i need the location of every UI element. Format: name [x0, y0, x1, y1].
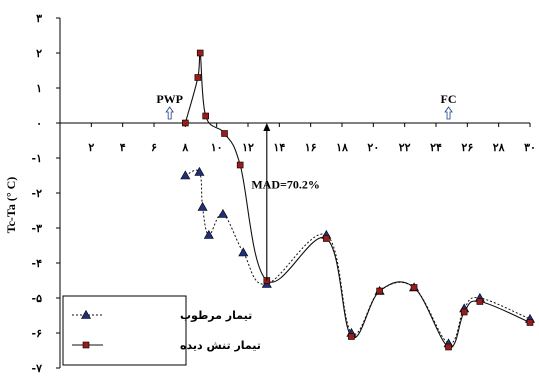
- y-axis-label: Tc-Ta (° C): [4, 177, 18, 234]
- y-tick-label: -۳: [32, 222, 43, 235]
- y-tick-label: -۷: [32, 362, 43, 375]
- legend-item: تیمار مرطوب: [72, 309, 252, 322]
- legend-box: [62, 295, 187, 366]
- data-point-square: [445, 343, 452, 351]
- y-tick-label: -۶: [32, 327, 43, 340]
- legend-marker-square: [82, 341, 90, 349]
- x-tick-label: ۲: [88, 141, 94, 154]
- legend: تیمار مرطوب تیمار تنش دیده: [62, 295, 261, 366]
- annotation-fc: FC: [441, 92, 457, 106]
- data-point-square: [221, 130, 228, 137]
- x-tick-label: ۲۲: [399, 141, 411, 154]
- data-point-square: [348, 333, 355, 340]
- legend-marker-triangle: [80, 309, 92, 319]
- x-tick-label: ۸: [181, 141, 188, 154]
- data-point-square: [196, 49, 204, 57]
- y-tick-label: ۱: [36, 82, 42, 95]
- x-tick-label: ۴: [120, 141, 126, 154]
- y-tick-label: ۳: [36, 12, 42, 25]
- data-point-triangle: [238, 247, 249, 257]
- series-stressed: [182, 49, 534, 351]
- data-point-triangle: [194, 166, 205, 176]
- x-tick-label: ۱۴: [273, 141, 285, 154]
- data-point-square: [376, 287, 383, 295]
- data-point-square: [460, 308, 468, 316]
- annotation-pwp: PWP: [156, 92, 183, 106]
- data-point-square: [202, 112, 209, 120]
- x-tick-label: ۲۰: [367, 141, 379, 154]
- x-tick-label: ۱۲: [242, 141, 254, 154]
- data-point-square: [236, 161, 244, 169]
- data-point-square: [194, 74, 202, 81]
- x-tick-label: ۶: [151, 141, 157, 154]
- x-tick-label: ۲۸: [493, 141, 505, 154]
- annotation-arrow-icon: [165, 106, 174, 120]
- legend-label: تیمار مرطوب: [180, 309, 252, 322]
- legend-label: تیمار تنش دیده: [180, 339, 261, 352]
- data-point-triangle: [203, 229, 214, 239]
- x-tick-label: ۱۰: [211, 141, 223, 154]
- x-tick-label: ۳۰: [524, 141, 536, 154]
- data-point-square: [182, 119, 189, 127]
- annotations: PWP FC MAD=70.2%: [156, 92, 457, 281]
- y-tick-label: -۱: [32, 152, 42, 165]
- y-tick-label: ۰: [36, 117, 42, 130]
- series-layer: [180, 49, 536, 351]
- data-point-square: [410, 284, 418, 291]
- x-tick-label: ۲۶: [461, 141, 473, 154]
- y-tick-label: -۴: [32, 257, 43, 270]
- legend-item: تیمار تنش دیده: [72, 339, 261, 352]
- x-tick-label: ۱۸: [336, 141, 348, 154]
- x-tick-label: ۲۴: [430, 141, 442, 154]
- mad-arrow-head: [263, 123, 271, 131]
- annotation-mad: MAD=70.2%: [251, 177, 320, 191]
- annotation-arrow-icon: [444, 106, 453, 120]
- y-tick-label: ۲: [36, 47, 42, 60]
- data-point-square: [476, 298, 484, 305]
- data-point-triangle: [197, 201, 208, 211]
- x-axis-ticks: ۲ ۴ ۶ ۸ ۱۰ ۱۲ ۱۴ ۱۶ ۱۸ ۲۰ ۲۲ ۲۴ ۲۶ ۲۸ ۳۰: [59, 123, 536, 154]
- data-point-square: [323, 235, 330, 242]
- y-tick-label: -۵: [32, 292, 43, 305]
- y-axis-ticks: ۳ ۲ ۱ ۰ -۱ -۲ -۳ -۴ -۵ -۶ -۷: [32, 12, 60, 375]
- x-tick-label: ۱۶: [305, 141, 317, 154]
- y-tick-label: -۲: [32, 187, 43, 200]
- data-point-square: [526, 319, 534, 326]
- data-point-triangle: [217, 208, 228, 218]
- data-point-triangle: [180, 170, 191, 180]
